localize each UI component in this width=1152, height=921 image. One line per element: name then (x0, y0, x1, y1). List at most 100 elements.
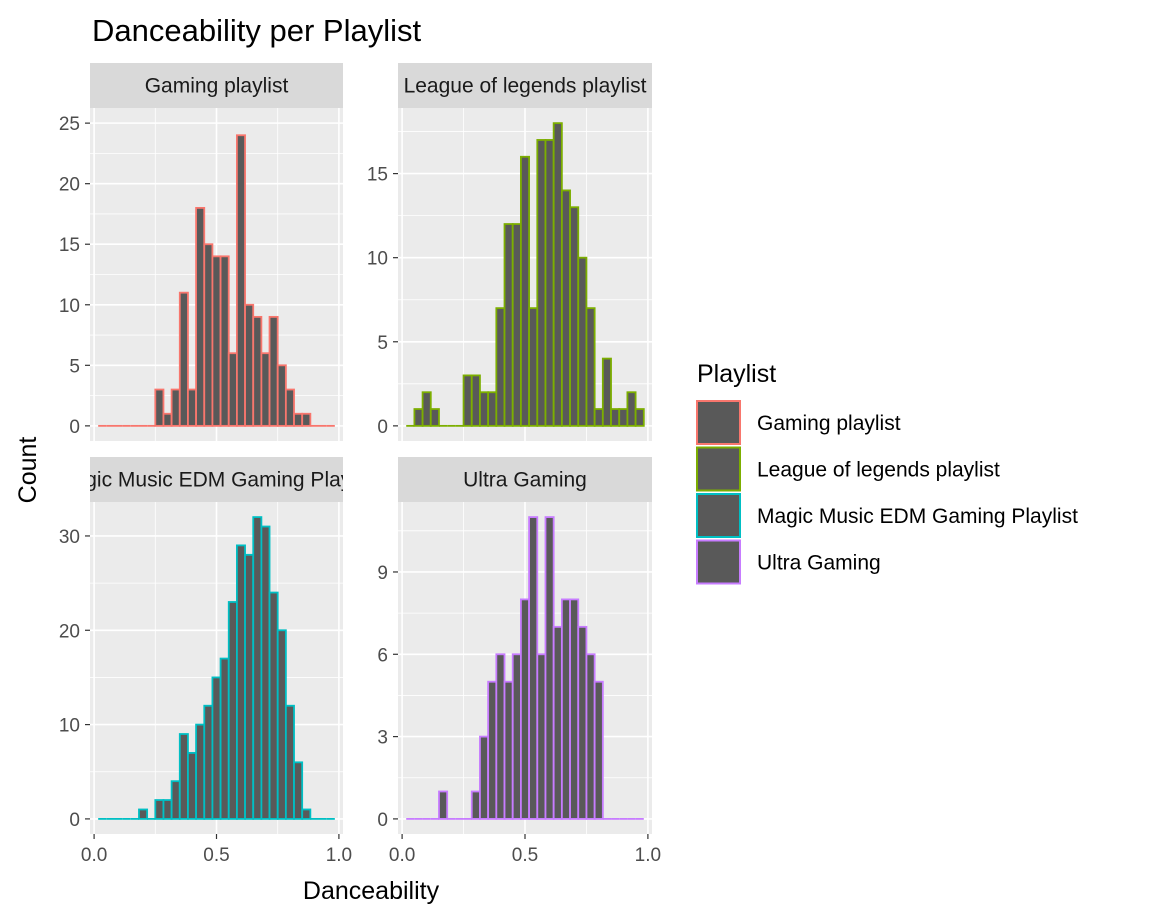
histogram-bar (260, 525, 271, 820)
histogram-bar (528, 307, 539, 427)
histogram-bar (244, 303, 255, 427)
histogram-bar (552, 122, 563, 427)
histogram-bar (585, 307, 596, 427)
y-tick-label: 30 (59, 527, 80, 548)
histogram-bar (236, 544, 246, 820)
histogram-bar (203, 243, 214, 427)
legend-key (696, 446, 741, 492)
y-tick-label: 0 (377, 810, 388, 831)
histogram-bar (479, 391, 490, 427)
legend-key (696, 539, 741, 585)
histogram-bar (162, 412, 173, 427)
panels-layer: Gaming playlist 0 5 10 15 20 25 League of legen… (56, 63, 661, 866)
legend-key (696, 493, 741, 538)
histogram-bar (560, 598, 571, 820)
histogram-bar (178, 733, 189, 820)
histogram-bar (421, 391, 432, 427)
histogram-bar (187, 388, 197, 427)
histogram-bar (503, 223, 514, 427)
histogram-bar (577, 625, 588, 820)
facet-strip (398, 457, 652, 502)
histogram-bar (138, 808, 149, 820)
histogram-bar (487, 391, 498, 427)
histogram-bar (227, 352, 238, 427)
histogram-bar (577, 256, 588, 427)
legend-label: Ultra Gaming (757, 552, 881, 575)
histogram-bar (470, 790, 481, 820)
histogram-bar (536, 653, 547, 820)
histogram-bar (301, 808, 312, 820)
histogram-bar (301, 412, 312, 427)
histogram-bar (585, 653, 596, 820)
histogram-bar (536, 139, 547, 427)
histogram-bar (252, 315, 263, 427)
histogram-bar (593, 408, 604, 427)
y-tick-label: 3 (377, 728, 388, 749)
histogram-bar (162, 799, 173, 820)
histogram-bar (495, 653, 506, 820)
histogram-bar (284, 388, 295, 427)
histogram-bar (462, 374, 473, 427)
x-tick-label: 1.0 (635, 845, 661, 866)
histogram-bar (252, 516, 263, 820)
histogram-bar (170, 780, 181, 820)
legend: Playlist Gaming playlist League of legend… (696, 360, 1078, 585)
legend-label: League of legends playlist (757, 459, 1000, 482)
histogram-bar (618, 408, 629, 427)
y-tick-label: 0 (377, 417, 388, 438)
facet-panel-3: Magic Music EDM Gaming Playlist 0 10 20 30 0.… (56, 457, 377, 866)
y-tick-label: 10 (367, 249, 388, 270)
x-tick-label: 1.0 (326, 845, 352, 866)
facet-strip (90, 63, 343, 108)
chart-title: Danceability per Playlist (92, 13, 421, 48)
histogram-bar (219, 657, 230, 820)
histogram-bar (268, 591, 279, 820)
histogram-bar (154, 388, 165, 427)
x-tick-label: 0.5 (203, 845, 229, 866)
histogram-bar (544, 516, 555, 820)
x-tick-label: 0.0 (389, 845, 415, 866)
histogram-bar (276, 629, 287, 820)
y-tick-label: 15 (59, 235, 80, 256)
histogram-bar (503, 680, 514, 820)
facet-panel-1: Gaming playlist 0 5 10 15 20 25 (59, 63, 343, 441)
facet-panel-4: Ultra Gaming 0 3 6 9 0.0 0.5 1.0 (377, 457, 661, 866)
y-tick-label: 0 (69, 810, 80, 831)
x-axis-title: Danceability (303, 877, 440, 905)
facet-strip (398, 63, 652, 108)
histogram-bar (552, 625, 563, 820)
histogram-bar (429, 408, 440, 427)
y-axis-title: Count (14, 437, 42, 504)
facet-strip (90, 457, 343, 502)
histogram-bar (211, 255, 222, 427)
facet-strip-label: Magic Music EDM Gaming Playlist (56, 469, 377, 492)
histogram-bar (276, 364, 287, 427)
legend-label: Gaming playlist (757, 412, 901, 435)
y-tick-label: 0 (69, 417, 80, 438)
facet-panel-2: League of legends playlist 0 5 10 15 (367, 63, 652, 441)
histogram-bar (195, 723, 206, 820)
histogram-bar (236, 134, 246, 427)
histogram-bar (511, 653, 522, 820)
histogram-bar (227, 601, 238, 820)
facet-strip-label: Gaming playlist (145, 75, 289, 98)
histogram-bar (487, 680, 498, 820)
histogram-bar (601, 357, 612, 427)
histogram-bar (293, 412, 304, 427)
y-tick-label: 6 (377, 645, 388, 666)
y-tick-label: 9 (377, 563, 388, 584)
histogram-bar (511, 223, 522, 427)
y-tick-label: 15 (367, 165, 388, 186)
histogram-bar (187, 751, 197, 820)
y-tick-label: 5 (377, 333, 388, 354)
histogram-bar (544, 139, 555, 427)
histogram-bar (560, 189, 571, 427)
histogram-bar (219, 255, 230, 427)
histogram-bar (268, 315, 279, 427)
histogram-bar (413, 408, 424, 427)
histogram-bar (634, 408, 645, 427)
histogram-bar (178, 291, 189, 427)
y-tick-label: 20 (59, 621, 80, 642)
histogram-bar (593, 680, 604, 820)
